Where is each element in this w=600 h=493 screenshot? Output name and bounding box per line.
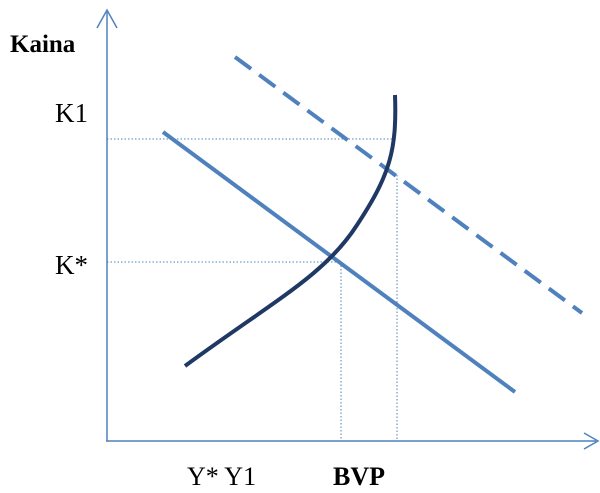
axes — [96, 8, 600, 450]
shifted-demand-line — [233, 55, 584, 315]
x-axis-arrowhead — [583, 432, 600, 450]
y-axis-arrowhead — [96, 8, 118, 29]
guide-lines — [107, 138, 398, 441]
k1-label: K1 — [55, 98, 88, 128]
supply-curve — [183, 94, 398, 368]
k-star-label: K* — [55, 250, 88, 280]
y-axis-label: Kaina — [10, 31, 76, 58]
bvp-label: BVP — [333, 462, 385, 491]
demand-line — [161, 130, 517, 394]
y-star-y1-label: Y* Y1 — [187, 462, 256, 491]
